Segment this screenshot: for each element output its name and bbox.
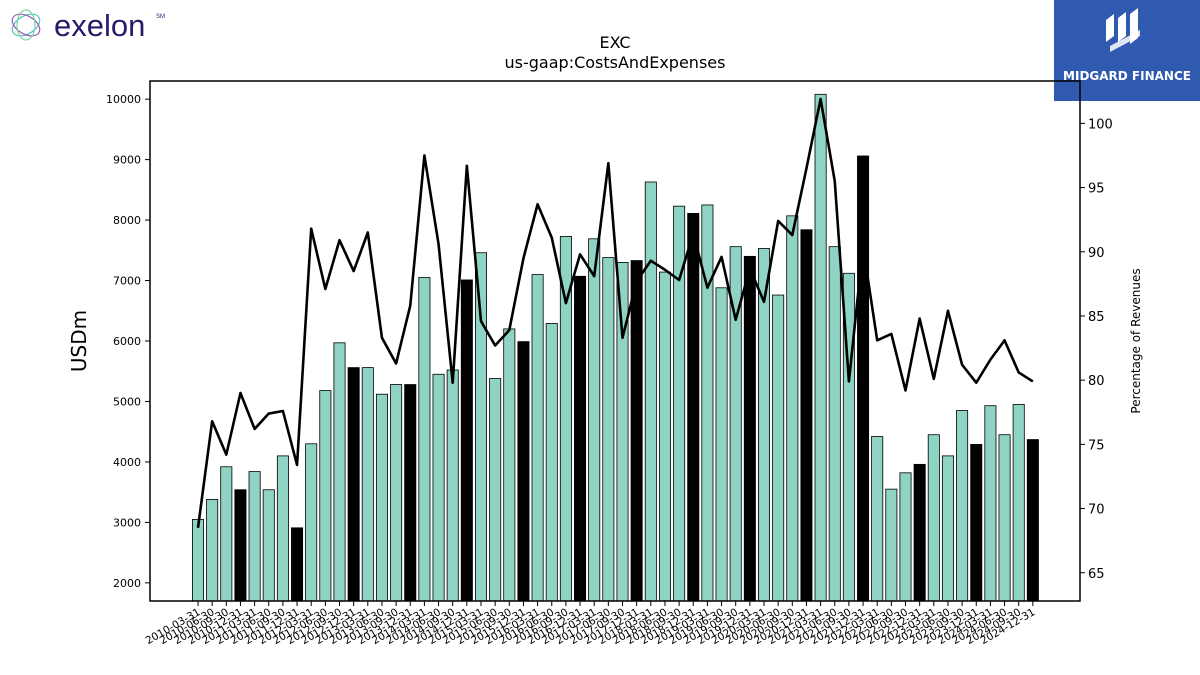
- bar-2016-06-30: [545, 323, 558, 602]
- y2-tick-label-95: 95: [1088, 182, 1105, 197]
- y2-tick-label-75: 75: [1088, 438, 1105, 453]
- bar-2019-03-31: [701, 204, 714, 602]
- bar-2013-09-30: [390, 384, 403, 602]
- bar-2023-03-31: [927, 434, 940, 602]
- bar-2014-03-31: [418, 277, 431, 602]
- line-series: [196, 97, 1034, 528]
- bar-2016-12-31: [574, 275, 587, 602]
- bar-2020-06-30: [772, 294, 785, 602]
- bar-2010-06-30: [206, 499, 219, 602]
- y2-axis-label: Percentage of Revenues: [1129, 268, 1143, 413]
- bar-2024-12-31: [1026, 439, 1039, 602]
- bar-2022-12-31: [913, 463, 926, 602]
- bar-2012-03-31: [305, 443, 318, 602]
- bar-2012-06-30: [319, 390, 332, 602]
- bar-series: [191, 93, 1039, 602]
- exelon-logo-sm: SM: [156, 14, 165, 20]
- bar-2017-09-30: [616, 261, 629, 602]
- bar-2011-06-30: [262, 489, 275, 602]
- bar-2015-12-31: [517, 341, 530, 602]
- y-axis-label: USDm: [67, 310, 91, 372]
- y-tick-label-7000: 7000: [113, 275, 141, 288]
- y-tick-label-5000: 5000: [113, 395, 141, 408]
- bar-2022-09-30: [899, 472, 912, 602]
- exelon-logo: exelon SM: [6, 6, 176, 46]
- bar-2020-09-30: [786, 215, 799, 602]
- chart-subtitle: us-gaap:CostsAndExpenses: [505, 53, 726, 72]
- bar-2024-06-30: [998, 434, 1011, 602]
- bar-2010-09-30: [220, 466, 233, 602]
- bar-2018-12-31: [687, 213, 700, 602]
- y-tick-label-10000: 10000: [106, 93, 141, 106]
- bar-2015-09-30: [503, 328, 516, 602]
- bar-2022-06-30: [885, 488, 898, 602]
- bar-2014-09-30: [446, 369, 459, 602]
- bar-2020-12-31: [800, 229, 813, 602]
- exelon-logo-text: exelon: [54, 8, 145, 43]
- y-tick-label-3000: 3000: [113, 516, 141, 529]
- bar-2021-12-31: [857, 155, 870, 602]
- bar-2015-03-31: [474, 252, 487, 602]
- bar-2018-03-31: [644, 181, 657, 602]
- bar-2014-12-31: [460, 279, 473, 602]
- bar-2021-06-30: [828, 246, 841, 602]
- bar-2016-03-31: [531, 274, 544, 602]
- exelon-logo-mark: exelon SM: [11, 8, 165, 43]
- y-tick-label-8000: 8000: [113, 214, 141, 227]
- bar-2024-09-30: [1012, 404, 1025, 602]
- bar-2011-12-31: [291, 527, 304, 602]
- bar-2021-03-31: [814, 93, 827, 602]
- y-tick-label-6000: 6000: [113, 335, 141, 348]
- bar-2012-09-30: [333, 342, 346, 602]
- y-tick-label-9000: 9000: [113, 154, 141, 167]
- bar-2023-06-30: [941, 455, 954, 602]
- y2-tick-label-100: 100: [1088, 117, 1113, 132]
- bar-2011-03-31: [248, 471, 261, 602]
- x-axis: 2010-03-312010-06-302010-09-302010-12-31…: [144, 601, 1037, 647]
- midgard-logo-text: MIDGARD FINANCE: [1063, 69, 1191, 83]
- y2-tick-label-65: 65: [1088, 567, 1105, 582]
- bar-2023-12-31: [970, 443, 983, 602]
- percentage-line: [196, 97, 1034, 528]
- bar-2010-12-31: [234, 489, 247, 602]
- plot-frame: [149, 80, 1081, 602]
- bar-2024-03-31: [984, 405, 997, 602]
- midgard-logo-mark: MIDGARD FINANCE: [1063, 8, 1191, 83]
- bar-2019-12-31: [743, 255, 756, 602]
- bar-2011-09-30: [276, 455, 289, 602]
- bar-2017-12-31: [630, 260, 643, 602]
- y2-tick-label-70: 70: [1088, 503, 1105, 518]
- bar-2023-09-30: [956, 410, 969, 602]
- bar-2010-03-31: [191, 518, 204, 602]
- bar-2022-03-31: [871, 436, 884, 602]
- right-axis: 65 70 75 80 85 90 95 100: [1080, 117, 1113, 582]
- bar-2015-06-30: [489, 378, 502, 602]
- bar-2012-12-31: [347, 367, 360, 602]
- left-axis: 2000 3000 4000 5000 6000 7000 8000 9000 10000: [106, 93, 150, 590]
- bar-2019-06-30: [715, 287, 728, 602]
- bar-2017-03-31: [588, 238, 601, 602]
- y-tick-label-4000: 4000: [113, 456, 141, 469]
- bar-2014-06-30: [432, 373, 445, 602]
- bar-2018-06-30: [658, 271, 671, 602]
- bar-2013-06-30: [375, 393, 388, 602]
- bar-2013-03-31: [361, 367, 374, 602]
- y-tick-label-2000: 2000: [113, 577, 141, 590]
- chart-title: EXC: [599, 33, 630, 52]
- bar-2017-06-30: [602, 257, 615, 602]
- y2-tick-label-85: 85: [1088, 310, 1105, 325]
- bar-2013-12-31: [404, 384, 417, 602]
- midgard-logo: MIDGARD FINANCE: [1054, 0, 1200, 101]
- y2-tick-label-80: 80: [1088, 374, 1105, 389]
- y2-tick-label-90: 90: [1088, 246, 1105, 261]
